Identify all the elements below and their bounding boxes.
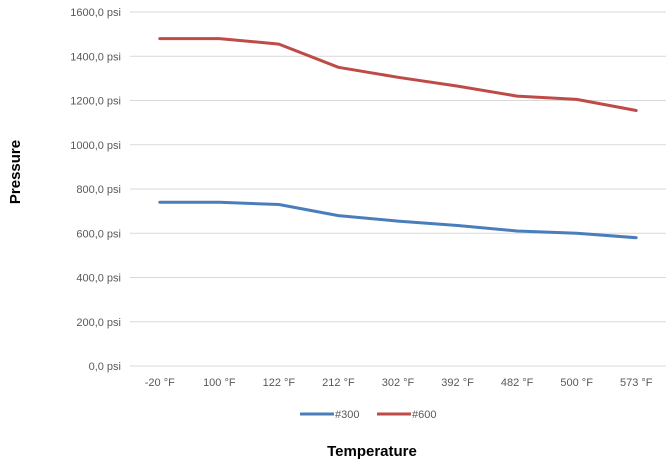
x-tick-label: 212 °F [322, 377, 355, 389]
y-tick-label: 1600,0 psi [70, 7, 121, 19]
y-axis-title: Pressure [7, 140, 24, 204]
legend: #300 #600 [300, 409, 436, 421]
x-tick-label: 122 °F [263, 377, 296, 389]
series-line-2 [158, 37, 638, 112]
x-tick-label: 500 °F [560, 377, 593, 389]
legend-label-2: #600 [412, 409, 436, 421]
y-tick-label: 600,0 psi [76, 228, 121, 240]
x-tick-label: 482 °F [501, 377, 534, 389]
y-tick-label: 1200,0 psi [70, 96, 121, 108]
gridlines [130, 11, 666, 367]
x-tick-label: 100 °F [203, 377, 236, 389]
x-tick-label: 573 °F [620, 377, 653, 389]
x-tick-label: 392 °F [441, 377, 474, 389]
series-line-1 [158, 200, 638, 240]
y-tick-label: 0,0 psi [89, 361, 121, 373]
y-tick-label: 1400,0 psi [70, 51, 121, 63]
y-tick-label: 800,0 psi [76, 184, 121, 196]
x-axis-title: Temperature [327, 443, 417, 460]
y-axis-tick-labels: 0,0 psi 200,0 psi 400,0 psi 600,0 psi 800,0 … [70, 7, 121, 373]
x-tick-label: 302 °F [382, 377, 415, 389]
x-axis-tick-labels: -20 °F 100 °F 122 °F 212 °F 302 °F 392 °F 482 … [145, 377, 653, 389]
x-tick-label: -20 °F [145, 377, 175, 389]
y-tick-label: 200,0 psi [76, 317, 121, 329]
y-tick-label: 1000,0 psi [70, 140, 121, 152]
legend-label-1: #300 [335, 409, 359, 421]
series-lines [158, 37, 638, 240]
y-tick-label: 400,0 psi [76, 273, 121, 285]
